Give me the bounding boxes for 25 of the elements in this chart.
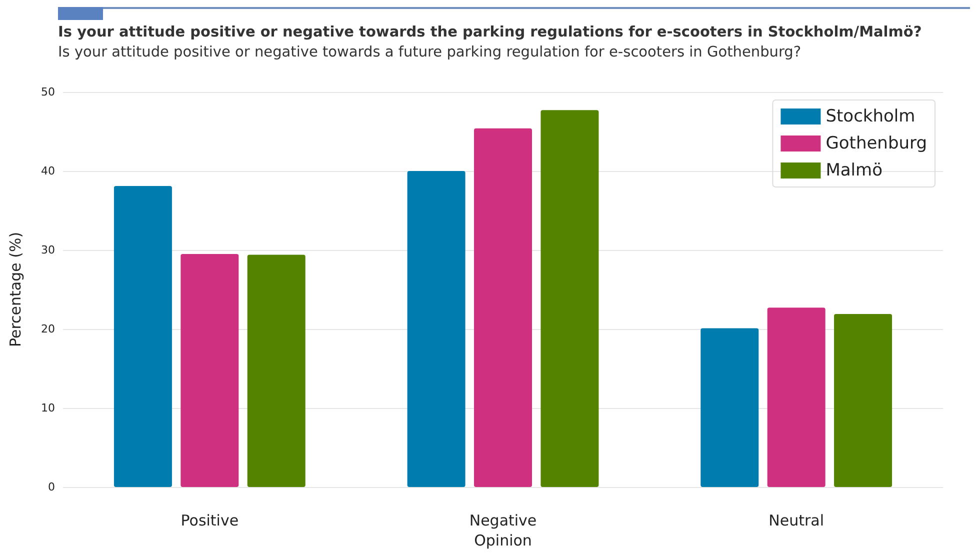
y-tick-label: 50 <box>41 86 55 98</box>
y-tick-label: 20 <box>41 322 55 336</box>
x-tick-label: Neutral <box>768 512 824 530</box>
y-tick-label: 40 <box>41 164 55 178</box>
legend-label: Malmö <box>826 160 882 180</box>
y-axis-title: Percentage (%) <box>6 232 24 348</box>
bar <box>114 186 172 487</box>
chart-subtitle: Is your attitude positive or negative towards a future parking regulation for e-scooters in Gothenburg? <box>58 44 802 60</box>
bar <box>180 254 239 487</box>
bar <box>834 314 892 487</box>
chart-title: Is your attitude positive or negative towards the parking regulations for e-scooters in Stockholm/Malmö? <box>58 24 922 40</box>
bar <box>700 328 759 487</box>
legend-label: Gothenburg <box>826 134 928 154</box>
bar <box>540 110 599 487</box>
bar <box>247 254 306 487</box>
bar <box>407 171 466 487</box>
x-tick-label: Positive <box>180 512 239 530</box>
y-tick-label: 0 <box>48 480 55 494</box>
y-tick-label: 30 <box>41 244 55 256</box>
bar <box>767 308 826 487</box>
x-tick-label: Negative <box>469 512 537 530</box>
legend-label: Stockholm <box>826 106 916 126</box>
x-axis-title: Opinion <box>474 531 532 550</box>
bar <box>474 128 532 487</box>
y-tick-label: 10 <box>41 402 55 414</box>
